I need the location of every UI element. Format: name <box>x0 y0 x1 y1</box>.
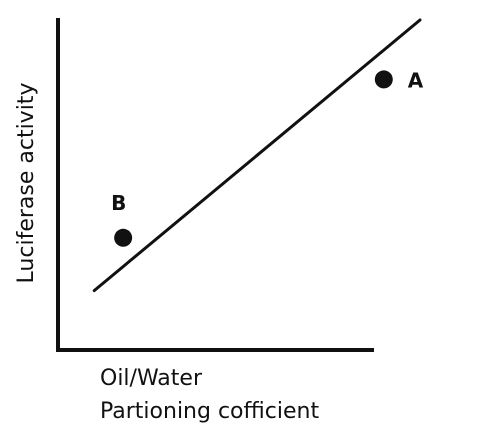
y-axis-label: Luciferase activity <box>14 83 39 284</box>
trend-line <box>92 18 422 293</box>
chart-marks: AB <box>92 18 424 293</box>
point-label-b: B <box>111 191 126 215</box>
x-axis-label-line1: Oil/Water <box>100 366 203 391</box>
data-point-b <box>114 228 133 247</box>
data-point-a <box>374 70 393 89</box>
point-label-a: A <box>408 68 424 92</box>
x-axis-label-line2: Partioning cofficient <box>100 399 319 424</box>
